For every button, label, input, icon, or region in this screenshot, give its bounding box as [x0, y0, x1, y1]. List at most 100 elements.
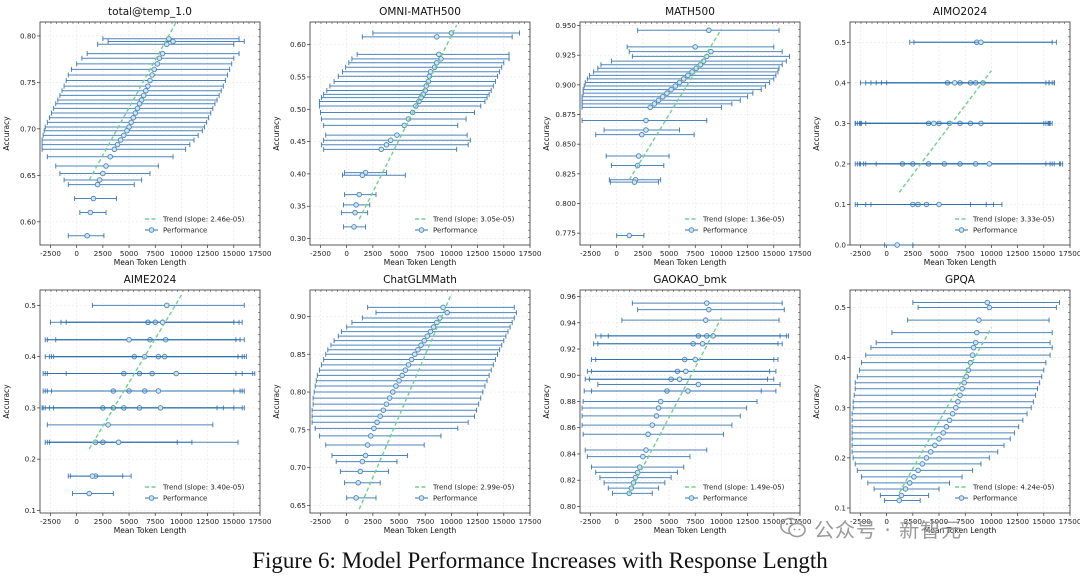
- charts-svg: total@temp_1.0-2500 0 2500 5000 7500 10000 125…: [2, 6, 1080, 535]
- data-point: [626, 232, 632, 239]
- x-tick-label: 17500: [1059, 249, 1080, 258]
- y-tick-label: 0.50: [290, 105, 306, 114]
- x-axis-label: Mean Token Length: [384, 526, 457, 535]
- data-point: [154, 61, 161, 67]
- trend-line: [628, 317, 723, 494]
- data-point: [949, 411, 956, 417]
- data-point: [390, 389, 396, 395]
- data-point: [911, 474, 917, 480]
- data-point: [636, 464, 643, 470]
- data-point: [412, 351, 418, 358]
- x-tick-label: 12500: [466, 249, 489, 258]
- data-point: [660, 93, 666, 100]
- data-point: [969, 352, 976, 358]
- data-point: [408, 356, 415, 363]
- data-point: [143, 88, 149, 94]
- y-tick-label: 0.5: [835, 38, 846, 47]
- y-tick-label: 0.35: [290, 202, 306, 211]
- x-tick-label: 17500: [1059, 517, 1080, 526]
- watermark: 公众号 · 新智元: [780, 515, 1075, 542]
- x-tick-label: 7500: [416, 249, 435, 258]
- data-point: [978, 39, 984, 46]
- x-tick-label: 15000: [1032, 249, 1055, 258]
- data-point: [115, 439, 122, 446]
- data-point: [170, 38, 176, 45]
- plot-frame: [309, 289, 531, 514]
- legend-trend-label: Trend (slope: 4.24e-05): [972, 484, 1055, 492]
- data-point: [680, 76, 687, 82]
- x-axis-label: Mean Token Length: [924, 258, 997, 267]
- y-tick-label: 0.65: [20, 171, 36, 180]
- data-point: [357, 468, 364, 475]
- data-point: [159, 50, 166, 57]
- x-tick-label: 0: [884, 517, 889, 526]
- y-axis-label: Accuracy: [812, 116, 821, 151]
- x-tick-label: 5000: [120, 249, 139, 258]
- y-tick-label: 0.825: [555, 169, 576, 178]
- x-tick-label: 2500: [364, 249, 383, 258]
- legend-points-label: Performance: [163, 227, 207, 235]
- trend-line: [898, 327, 993, 494]
- legend-points-label: Performance: [433, 227, 477, 235]
- x-tick-label: 10000: [710, 249, 733, 258]
- wechat-icon: [780, 517, 806, 538]
- x-tick-label: 2500: [634, 517, 653, 526]
- x-axis-label: Mean Token Length: [114, 526, 187, 535]
- x-axis-label: Mean Token Length: [924, 526, 997, 535]
- chart-panel-7: GAOKAO_bmk -2500 0 2500 5000 7500 10000 12500 15…: [542, 274, 812, 535]
- data-point: [364, 442, 371, 448]
- data-point: [436, 51, 442, 58]
- y-tick-label: 0.850: [555, 140, 576, 149]
- x-tick-label: 12500: [1006, 249, 1029, 258]
- data-point: [164, 302, 170, 309]
- data-point: [955, 399, 961, 405]
- data-point: [383, 401, 390, 407]
- x-tick-label: 15000: [762, 249, 785, 258]
- data-point: [655, 97, 662, 104]
- x-tick-label: 17500: [789, 517, 812, 526]
- x-axis-label: Mean Token Length: [384, 258, 457, 267]
- data-point: [692, 356, 698, 363]
- data-point: [706, 27, 712, 34]
- x-tick-label: 12500: [196, 249, 219, 258]
- data-point: [635, 153, 642, 159]
- plot-frame: [309, 21, 531, 246]
- y-tick-label: 0.90: [560, 371, 576, 380]
- y-axis-label: Accuracy: [2, 384, 11, 419]
- chart-title: OMNI-MATH500: [379, 6, 461, 18]
- data-point: [940, 430, 946, 436]
- data-point: [87, 209, 94, 216]
- x-tick-label: 10000: [440, 517, 463, 526]
- legend-trend-label: Trend (slope: 3.05e-05): [432, 216, 515, 224]
- data-point: [359, 172, 366, 178]
- data-point: [356, 191, 362, 198]
- legend-trend-label: Trend (slope: 2.46e-05): [162, 216, 245, 224]
- chart-panel-2: OMNI-MATH500 -2500 0 2500 5000 7500 10000 12500…: [272, 6, 542, 267]
- data-point: [643, 127, 649, 133]
- data-point: [645, 431, 651, 438]
- data-point: [631, 179, 638, 185]
- x-tick-label: 5000: [660, 249, 679, 258]
- data-point: [132, 110, 139, 116]
- data-point: [702, 317, 709, 323]
- y-tick-label: 0.900: [555, 80, 576, 89]
- data-point: [173, 370, 179, 377]
- x-tick-label: -2500: [850, 249, 871, 258]
- data-point: [986, 161, 993, 167]
- plot-frame: [849, 21, 1071, 246]
- x-tick-label: 2500: [94, 517, 113, 526]
- data-point: [685, 388, 691, 394]
- x-axis-label: Mean Token Length: [654, 526, 727, 535]
- x-tick-label: 5000: [930, 249, 949, 258]
- data-point: [134, 105, 141, 112]
- data-point: [86, 490, 92, 497]
- x-tick-label: 7500: [956, 249, 975, 258]
- y-tick-label: 0.55: [290, 72, 306, 81]
- y-tick-label: 0.3: [25, 403, 36, 412]
- data-point: [84, 232, 90, 239]
- y-tick-label: 0.5: [25, 301, 36, 310]
- y-tick-label: 0.60: [20, 217, 36, 226]
- data-point: [906, 480, 913, 486]
- data-point: [932, 442, 938, 449]
- x-tick-label: 15000: [762, 517, 785, 526]
